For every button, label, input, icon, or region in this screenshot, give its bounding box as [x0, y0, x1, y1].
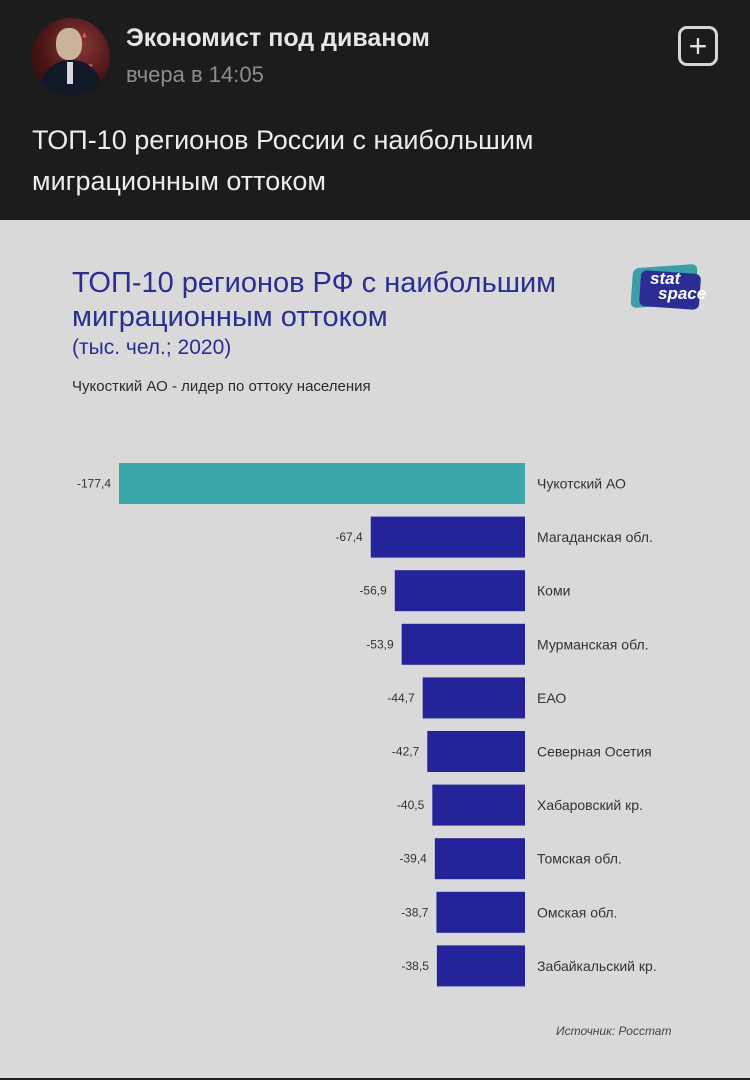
bar	[401, 623, 525, 665]
bottom-divider	[0, 1078, 750, 1080]
bar-value-label: -56,9	[359, 584, 387, 598]
bar	[427, 731, 525, 772]
category-label: Томская обл.	[537, 851, 622, 867]
bar	[394, 570, 525, 612]
bar	[119, 463, 525, 504]
chart-title: ТОП-10 регионов РФ с наибольшим миграцио…	[72, 267, 557, 333]
statspace-logo: stat space	[628, 262, 718, 312]
bar-value-label: -67,4	[335, 530, 363, 544]
category-label: Северная Осетия	[537, 744, 652, 760]
bar-value-label: -53,9	[366, 637, 394, 651]
chart-subtitle: (тыс. чел.; 2020)	[72, 336, 232, 359]
bar-value-label: -39,4	[399, 852, 427, 866]
post-header: ▲ ▼ Экономист под диваном вчера в 14:05 …	[0, 0, 750, 220]
bar-value-label: -177,4	[77, 477, 111, 491]
plus-square-icon[interactable]: +	[678, 26, 718, 66]
infographic-card[interactable]: ТОП-10 регионов РФ с наибольшим миграцио…	[0, 220, 750, 1078]
category-label: Забайкальский кр.	[537, 958, 657, 974]
source-note: Источник: Росстат	[556, 1024, 672, 1038]
category-label: Чукотский АО	[537, 476, 626, 492]
post-text: ТОП-10 регионов России с наибольшим мигр…	[32, 125, 534, 196]
bar-value-label: -38,5	[402, 959, 430, 973]
avatar-tie	[67, 62, 73, 84]
bar	[432, 784, 525, 826]
bar-value-label: -42,7	[392, 745, 420, 759]
avatar-face	[56, 28, 82, 60]
avatar-decoration: ▲	[82, 30, 87, 39]
category-label: Коми	[537, 583, 570, 599]
bar-value-label: -40,5	[397, 798, 425, 812]
bar-value-label: -38,7	[401, 905, 429, 919]
logo-text: stat	[650, 269, 681, 288]
category-label: Магаданская обл.	[537, 529, 653, 545]
bar-chart: -177,4 Чукотский АО -67,4 Магаданская обл. -…	[77, 463, 657, 987]
bar-value-label: -44,7	[387, 691, 415, 705]
category-label: ЕАО	[537, 690, 566, 706]
chart-note: Чукосткий АО - лидер по оттоку населения	[72, 378, 371, 395]
bar	[436, 891, 525, 933]
channel-name[interactable]: Экономист под диваном	[126, 24, 430, 52]
bar	[370, 516, 525, 558]
bar	[422, 677, 525, 719]
category-label: Омская обл.	[537, 904, 617, 920]
logo-text: space	[658, 284, 707, 303]
channel-avatar[interactable]: ▲ ▼	[32, 18, 110, 96]
bar	[436, 945, 525, 987]
post-time: вчера в 14:05	[126, 62, 264, 87]
bar	[434, 838, 525, 880]
category-label: Мурманская обл.	[537, 636, 649, 652]
category-label: Хабаровский кр.	[537, 797, 643, 813]
